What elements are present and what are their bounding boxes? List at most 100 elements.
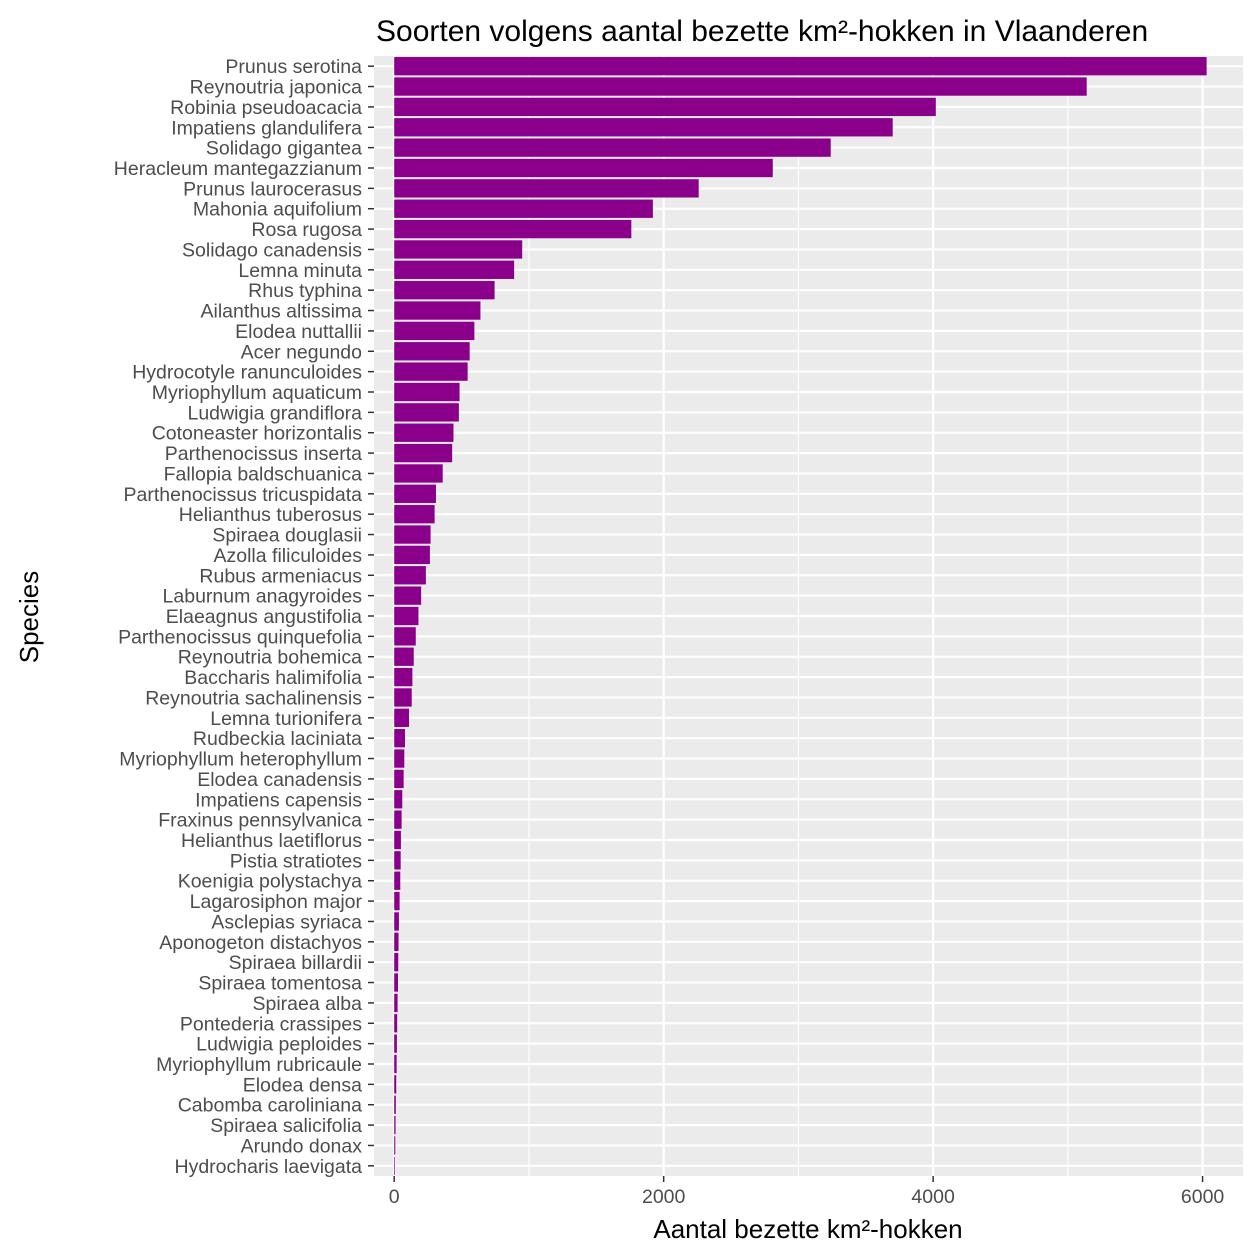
bar [394,566,426,585]
y-tick-label: Solidago gigantea [206,138,362,160]
y-tick-label: Baccharis halimifolia [184,667,362,689]
y-tick-label: Mahonia aquifolium [193,199,362,221]
bar [394,1075,397,1094]
bar [394,932,399,951]
bar [394,199,653,218]
x-tick-label: 0 [389,1186,400,1208]
bar [394,729,405,748]
y-tick-label: Cotoneaster horizontalis [152,423,363,445]
y-tick-label: Myriophyllum heterophyllum [119,749,362,771]
bar [394,525,431,544]
bar [394,97,936,117]
bar [394,505,435,524]
y-tick-label: Solidago canadensis [182,239,362,261]
bar [394,423,454,442]
y-tick-label: Prunus serotina [225,56,362,78]
y-tick-label: Parthenocissus quinquefolia [118,626,362,648]
bar [394,688,412,707]
bar [394,830,401,850]
bar [394,301,481,320]
bar [394,382,460,402]
bar [394,342,470,361]
y-tick-label: Helianthus laetiflorus [181,830,362,852]
y-tick-label: Azolla filiculoides [214,545,363,567]
y-axis-title: Species [14,571,44,664]
y-tick-label: Myriophyllum rubricaule [156,1054,362,1076]
y-tick-label: Acer negundo [241,341,363,363]
y-tick-label: Helianthus tuberosus [179,504,362,526]
bar [394,891,400,911]
bar [394,219,632,239]
y-tick-label: Reynoutria japonica [190,77,363,99]
bar [394,1095,396,1114]
y-tick-label: Parthenocissus tricuspidata [124,484,363,506]
y-tick-label: Cabomba caroliniana [178,1095,362,1117]
y-tick-label: Lemna minuta [238,260,362,282]
y-tick-label: Asclepias syriaca [211,911,362,933]
bar [394,545,430,565]
x-axis: 0 2000 4000 6000 [389,1176,1225,1208]
y-tick-label: Impatiens capensis [195,789,362,811]
bar [394,810,402,829]
y-tick-label: Koenigia polystachya [178,871,362,893]
bar [394,708,410,727]
bar [394,1034,397,1053]
y-tick-label: Elodea densa [243,1074,362,1096]
bar [394,1156,395,1175]
y-tick-label: Prunus laurocerasus [183,178,362,200]
y-tick-label: Lemna turionifera [210,708,362,730]
y-tick-label: Elaeagnus angustifolia [166,606,362,628]
bar [394,362,468,381]
bar [394,973,398,992]
y-tick-label: Laburnum anagyroides [163,586,363,608]
bar [394,851,401,870]
y-tick-label: Reynoutria sachalinensis [145,687,362,709]
bar [394,443,453,463]
x-tick-label: 2000 [642,1186,686,1208]
y-tick-label: Ludwigia peploides [196,1034,362,1056]
bar [394,179,699,198]
bar [394,1014,398,1033]
bar [394,57,1207,76]
bar [394,464,443,483]
bar [394,484,436,503]
y-tick-label: Spiraea salicifolia [210,1115,362,1137]
y-tick-label: Spiraea billardii [229,952,362,974]
bar [394,403,459,422]
x-tick-label: 6000 [1181,1186,1225,1208]
bars [394,57,1207,1175]
bar [394,769,404,789]
y-tick-label: Robinia pseudoacacia [170,97,362,119]
bar [394,912,399,931]
bar [394,606,419,626]
y-tick-label: Rudbeckia laciniata [193,728,362,750]
bar [394,281,495,300]
bar [394,647,414,666]
bar [394,321,475,341]
y-tick-label: Spiraea douglasii [212,525,362,547]
y-tick-label: Fraxinus pennsylvanica [158,810,362,832]
bar [394,749,405,768]
bar [394,240,523,259]
bar [394,138,831,157]
y-tick-label: Arundo donax [241,1135,363,1157]
y-tick-label: Rubus armeniacus [199,565,362,587]
bar [394,1136,396,1155]
bar [394,1115,396,1135]
y-tick-label: Ludwigia grandiflora [187,402,362,424]
chart-title: Soorten volgens aantal bezette km²-hokke… [376,15,1148,48]
y-tick-label: Aponogeton distachyos [159,932,362,954]
x-tick-label: 4000 [911,1186,955,1208]
y-tick-label: Myriophyllum aquaticum [152,382,362,404]
bar [394,77,1087,96]
y-tick-label: Pistia stratiotes [230,850,362,872]
bar [394,993,398,1013]
bar [394,158,773,178]
y-tick-label: Spiraea tomentosa [198,973,362,995]
y-tick-label: Lagarosiphon major [190,891,363,913]
y-tick-label: Elodea nuttallii [235,321,362,343]
y-tick-label: Reynoutria bohemica [178,647,362,669]
bar [394,1054,397,1074]
